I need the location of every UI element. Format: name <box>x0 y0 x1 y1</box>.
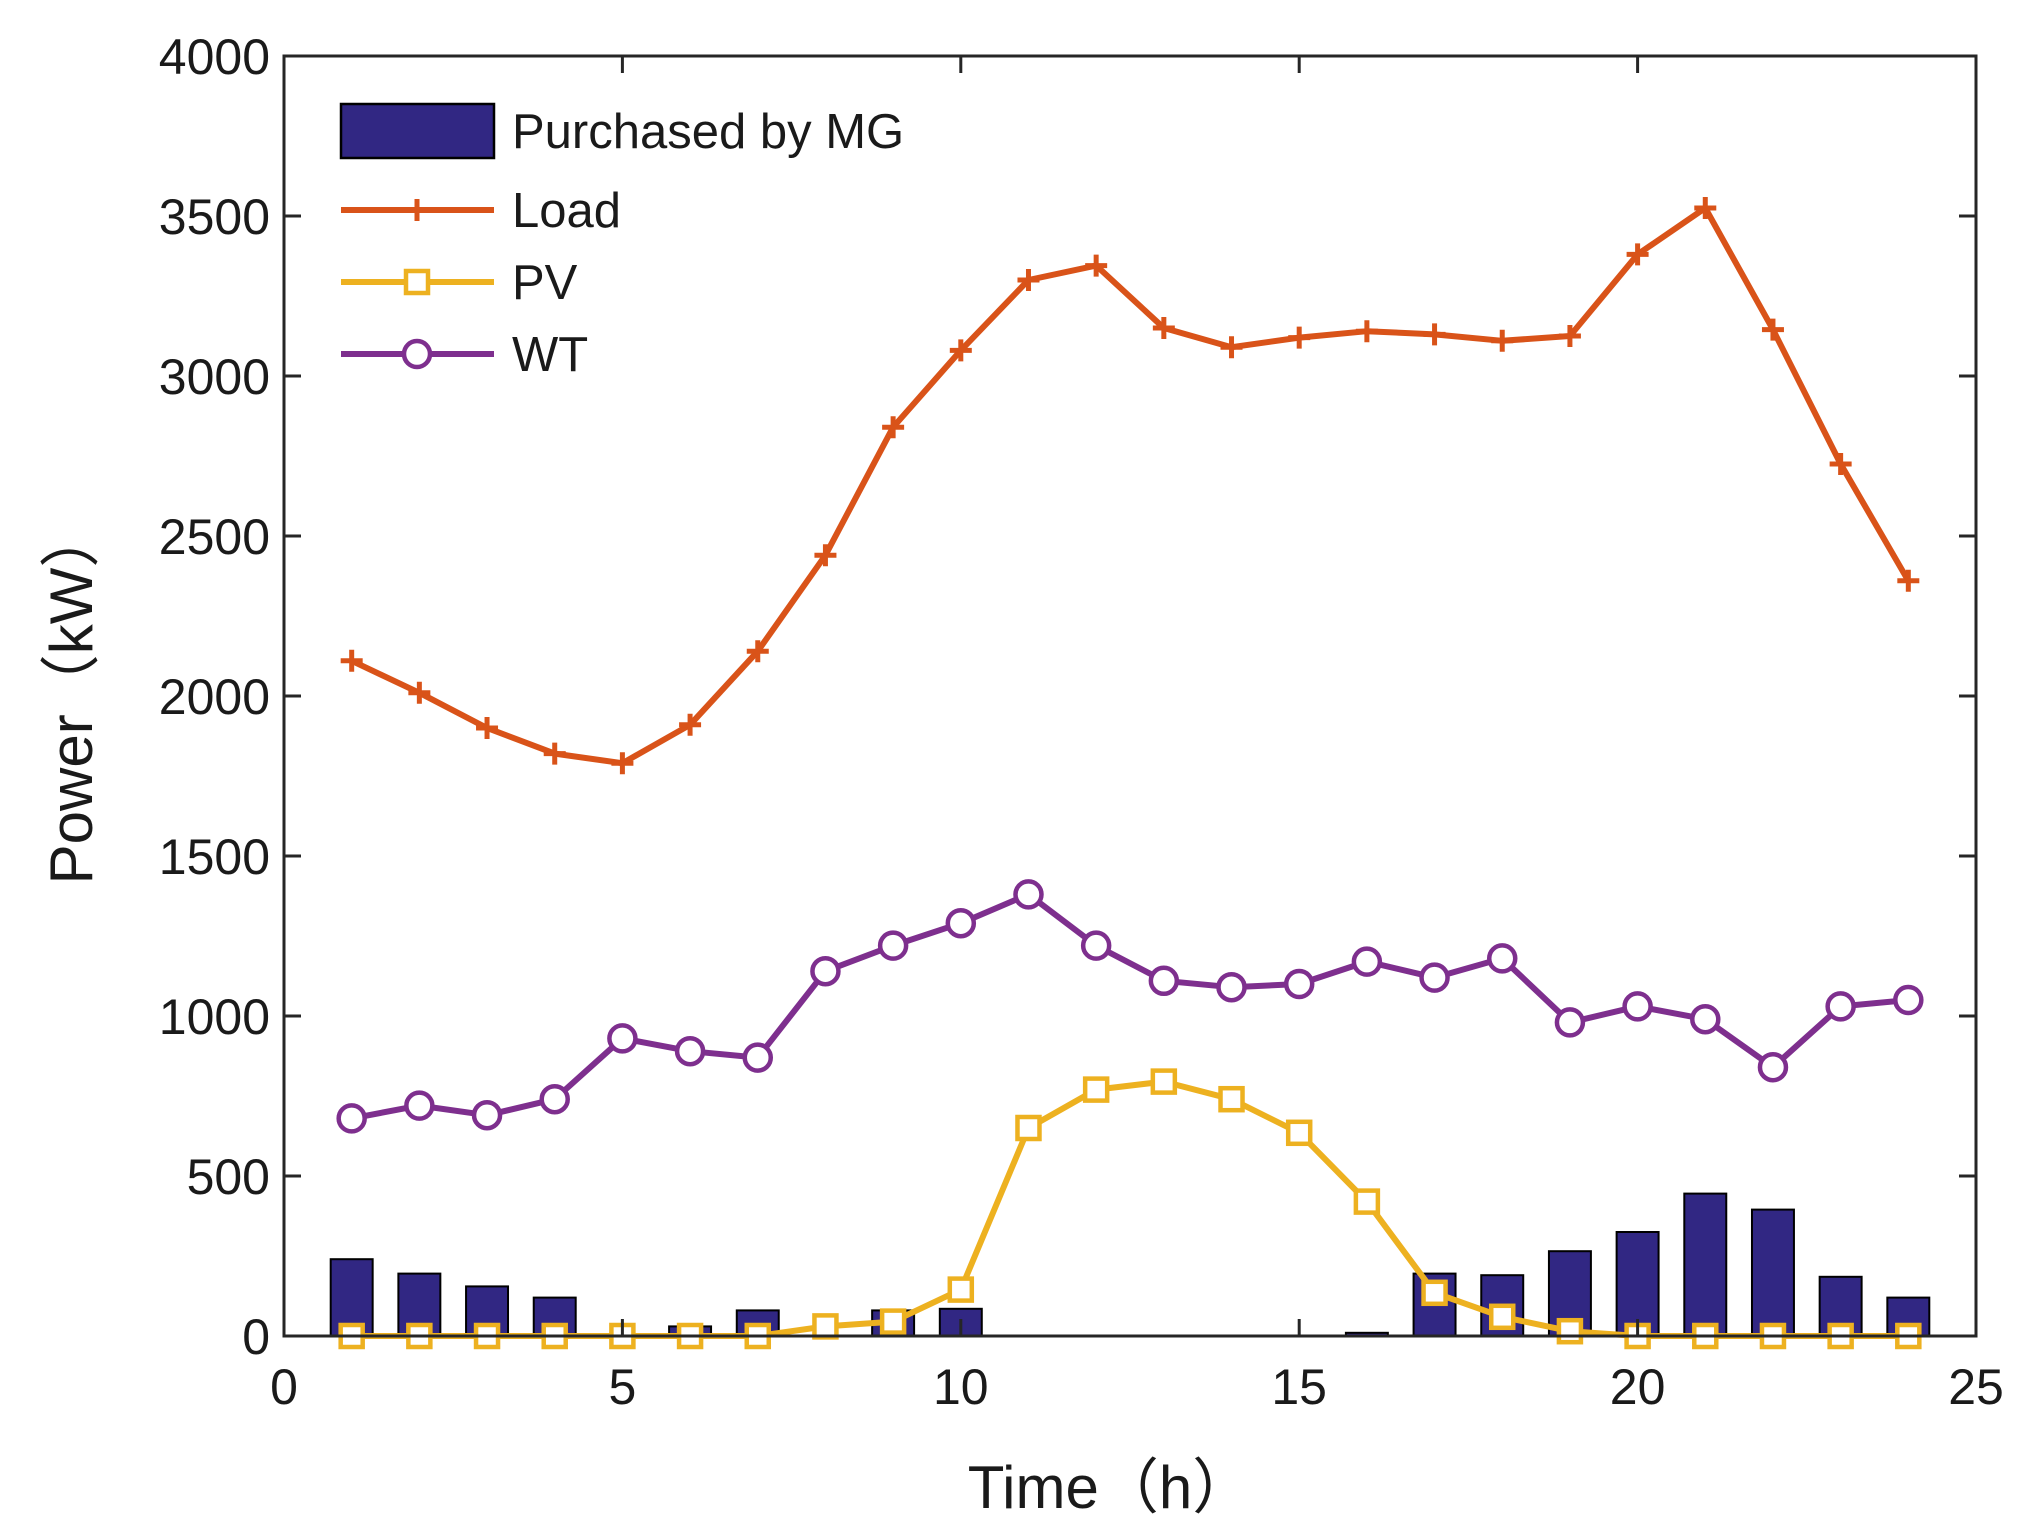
point-load <box>543 742 566 765</box>
point-load <box>1829 453 1852 475</box>
y-axis-title: Power（kW） <box>38 508 105 885</box>
point-wt <box>1080 930 1112 961</box>
y-axis-ticks: 0 500 1000 1500 2000 2500 3000 3500 4000 <box>159 29 1976 1365</box>
point-load <box>1017 269 1040 291</box>
y-tick-label: 500 <box>187 1149 270 1205</box>
point-wt <box>1216 971 1247 1003</box>
point-load <box>1355 320 1378 343</box>
point-wt <box>674 1035 706 1067</box>
point-load <box>340 649 363 672</box>
point-wt <box>1893 984 1924 1016</box>
legend: Purchased by MG Load PV WT <box>339 102 904 382</box>
point-load <box>1423 323 1446 346</box>
point-load <box>1694 197 1717 219</box>
plot-background <box>284 56 1976 1336</box>
point-pv <box>1556 1317 1584 1345</box>
point-pv <box>1353 1188 1381 1215</box>
point-load <box>1288 326 1311 349</box>
legend-marker-load <box>406 199 428 221</box>
point-wt <box>1757 1051 1789 1083</box>
point-wt <box>1419 962 1450 993</box>
point-pv <box>1218 1085 1245 1113</box>
legend-marker-wt <box>401 338 433 370</box>
y-tick-label: 3000 <box>159 349 270 405</box>
point-load <box>1491 329 1514 352</box>
point-pv <box>879 1308 907 1335</box>
point-wt <box>810 955 841 987</box>
point-load <box>1220 336 1243 359</box>
point-wt <box>1148 965 1180 997</box>
point-wt <box>1825 991 1856 1022</box>
point-pv <box>1150 1068 1178 1095</box>
point-load <box>1897 569 1920 592</box>
point-load <box>1761 318 1784 341</box>
point-wt <box>1283 968 1315 1000</box>
y-tick-label: 2500 <box>159 509 270 565</box>
point-load <box>746 640 769 663</box>
point-wt <box>1690 1003 1721 1035</box>
point-wt <box>1351 946 1383 977</box>
point-pv <box>1285 1119 1313 1147</box>
bar <box>1615 1231 1660 1337</box>
y-tick-label: 0 <box>242 1309 270 1365</box>
point-load <box>814 544 837 567</box>
y-tick-label: 2000 <box>159 669 270 725</box>
point-pv <box>812 1313 839 1340</box>
series-line-load <box>350 205 1911 767</box>
point-load <box>679 713 702 736</box>
point-wt <box>471 1099 503 1131</box>
bar <box>1750 1208 1795 1337</box>
point-load <box>476 717 499 739</box>
point-wt <box>1486 943 1518 974</box>
point-wt <box>877 930 909 961</box>
x-axis-title: Time（h） <box>968 1454 1252 1521</box>
legend-marker-pv <box>403 268 431 296</box>
point-wt <box>539 1083 570 1115</box>
point-load <box>1558 325 1581 347</box>
legend-label: Purchased by MG <box>512 105 904 159</box>
point-pv <box>947 1276 975 1303</box>
point-wt <box>945 907 977 939</box>
point-load <box>882 416 905 439</box>
legend-swatch-purchased-by-mg <box>339 102 496 160</box>
point-wt <box>1622 991 1653 1022</box>
point-load <box>611 752 634 775</box>
point-wt <box>1013 879 1044 910</box>
x-tick-label: 0 <box>270 1359 298 1415</box>
y-tick-label: 1500 <box>159 829 270 885</box>
point-wt <box>336 1103 367 1134</box>
x-tick-label: 10 <box>933 1359 989 1415</box>
x-tick-label: 15 <box>1271 1359 1327 1415</box>
point-load <box>408 681 431 704</box>
bar <box>1683 1192 1728 1337</box>
y-tick-label: 4000 <box>159 29 270 85</box>
x-tick-label: 5 <box>608 1359 636 1415</box>
point-load <box>1626 243 1649 266</box>
x-axis-ticks: 0 5 10 15 20 25 <box>270 56 2004 1415</box>
legend-label: Load <box>512 184 621 238</box>
point-pv <box>1421 1279 1448 1307</box>
point-load <box>949 339 972 362</box>
x-tick-label: 25 <box>1948 1359 2004 1415</box>
point-wt <box>607 1023 638 1054</box>
point-wt <box>742 1042 774 1073</box>
point-pv <box>1015 1114 1042 1142</box>
y-tick-label: 3500 <box>159 189 270 245</box>
x-tick-label: 20 <box>1610 1359 1666 1415</box>
point-load <box>1085 254 1108 277</box>
y-tick-label: 1000 <box>159 989 270 1045</box>
point-load <box>1152 317 1175 339</box>
point-wt <box>1554 1007 1586 1038</box>
point-pv <box>1082 1076 1110 1103</box>
point-pv <box>1488 1303 1516 1331</box>
legend-label: PV <box>512 256 578 310</box>
legend-label: WT <box>512 328 588 382</box>
point-wt <box>404 1090 435 1121</box>
